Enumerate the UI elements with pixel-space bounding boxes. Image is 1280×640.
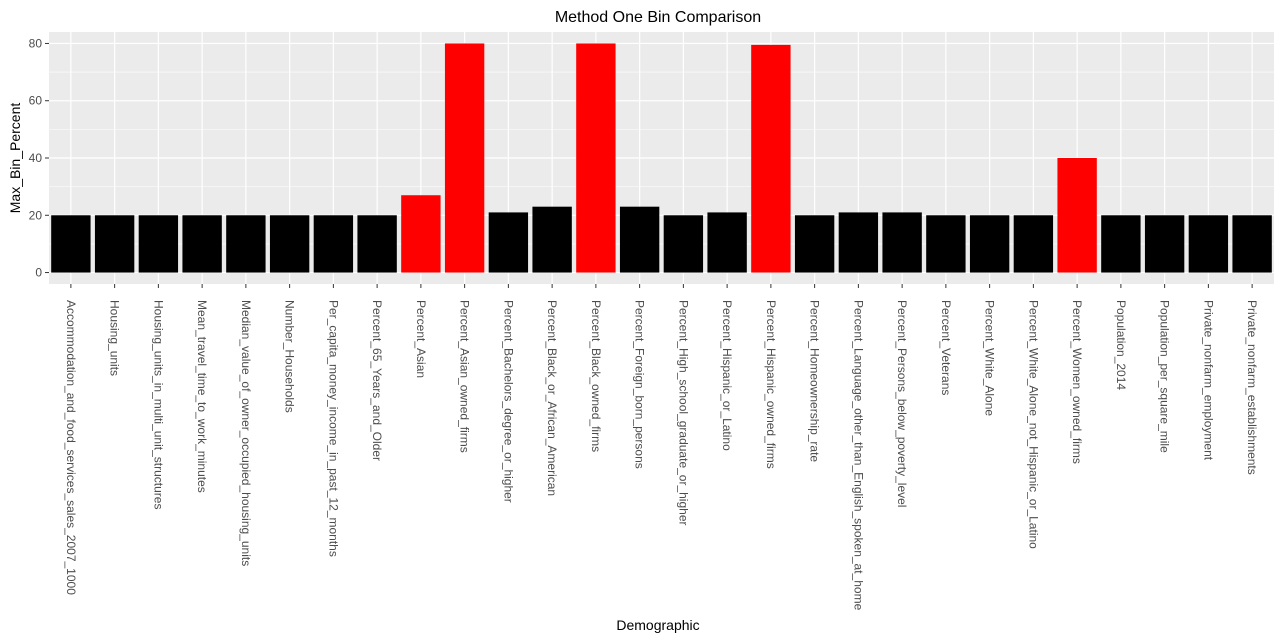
x-tick-label: Percent_White_Alone_not_Hispanic_or_Lati… [1026,300,1040,549]
x-tick-label: Housing_units_in_multi_unit_structures [151,300,165,509]
y-tick-label: 20 [29,208,43,222]
x-tick-label: Percent_Veterans [939,300,953,395]
y-axis-title: Max_Bin_Percent [7,103,23,214]
bar [1101,215,1141,273]
x-tick-label: Per_capita_money_income_in_past_12_month… [326,300,340,557]
bar [138,215,179,273]
x-tick-label: Housing_units [108,300,122,376]
x-tick-label: Percent_Foreign_born_persons [633,300,647,469]
bar [444,43,485,273]
x-tick-label: Accommodation_and_food_services_sales_20… [64,300,78,595]
bar [794,215,835,273]
x-tick-label: Percent_Language_other_than_English_spok… [851,300,865,611]
x-tick-label: Percent_High_school_graduate_or_higher [676,300,690,526]
y-tick-label: 40 [29,151,43,165]
bar [94,215,135,273]
x-tick-label: Population_2014 [1114,300,1128,390]
x-tick-label: Private_nonfarm_employment [1201,300,1215,461]
x-tick-label: Population_per_square_mile [1158,300,1172,453]
x-tick-label: Percent_Asian_owned_firms [458,300,472,453]
x-tick-label: Percent_Hispanic_owned_firms [764,300,778,469]
y-axis: 0 20 40 60 80 [29,36,49,280]
x-tick-label: Percent_Black_owned_firms [589,300,603,452]
bar [882,212,922,273]
bar [619,206,660,273]
bar [1232,215,1272,273]
x-tick-label: Number_Households [283,300,297,413]
x-tick-label: Percent_Hispanic_or_Latino [720,300,734,451]
x-tick-label: Mean_travel_time_to_work_minutes [195,300,209,493]
x-tick-label: Median_value_of_owner_occupied_housing_u… [239,300,253,566]
bar [1013,215,1054,273]
bar [838,212,879,273]
x-tick-label: Percent_Women_owned_firms [1070,300,1084,464]
bar [532,206,572,273]
bar [269,215,310,273]
x-tick-label: Percent_Homeownership_rate [808,300,822,462]
bar [182,215,222,273]
y-tick-label: 60 [29,94,43,108]
bar [926,215,966,273]
bar [707,212,747,273]
x-axis: Accommodation_and_food_services_sales_20… [64,284,1259,611]
bar [313,215,354,273]
x-tick-label: Private_nonfarm_establishments [1245,300,1259,475]
bar [1057,158,1097,273]
bar [576,43,616,273]
bar [1144,215,1185,273]
x-tick-label: Percent_Persons_below_poverty_level [895,300,909,507]
bar [357,215,397,273]
bar [663,215,704,273]
x-tick-label: Percent_White_Alone [983,300,997,416]
x-tick-label: Percent_Black_or_African_American [545,300,559,496]
x-axis-title: Demographic [616,617,699,633]
bar [488,212,529,273]
bar [401,195,441,273]
bars [51,43,1272,273]
y-tick-label: 80 [29,36,43,50]
x-tick-label: Percent_65_Years_and_Older [370,300,384,461]
y-tick-label: 0 [35,266,42,280]
x-tick-label: Percent_Bachelors_degree_or_higher [501,300,515,503]
x-tick-label: Percent_Asian [414,300,428,378]
chart-title: Method One Bin Comparison [555,9,761,26]
bar [1188,215,1229,273]
bar [969,215,1010,273]
bar [226,215,266,273]
bar [51,215,91,273]
bar [751,44,791,273]
